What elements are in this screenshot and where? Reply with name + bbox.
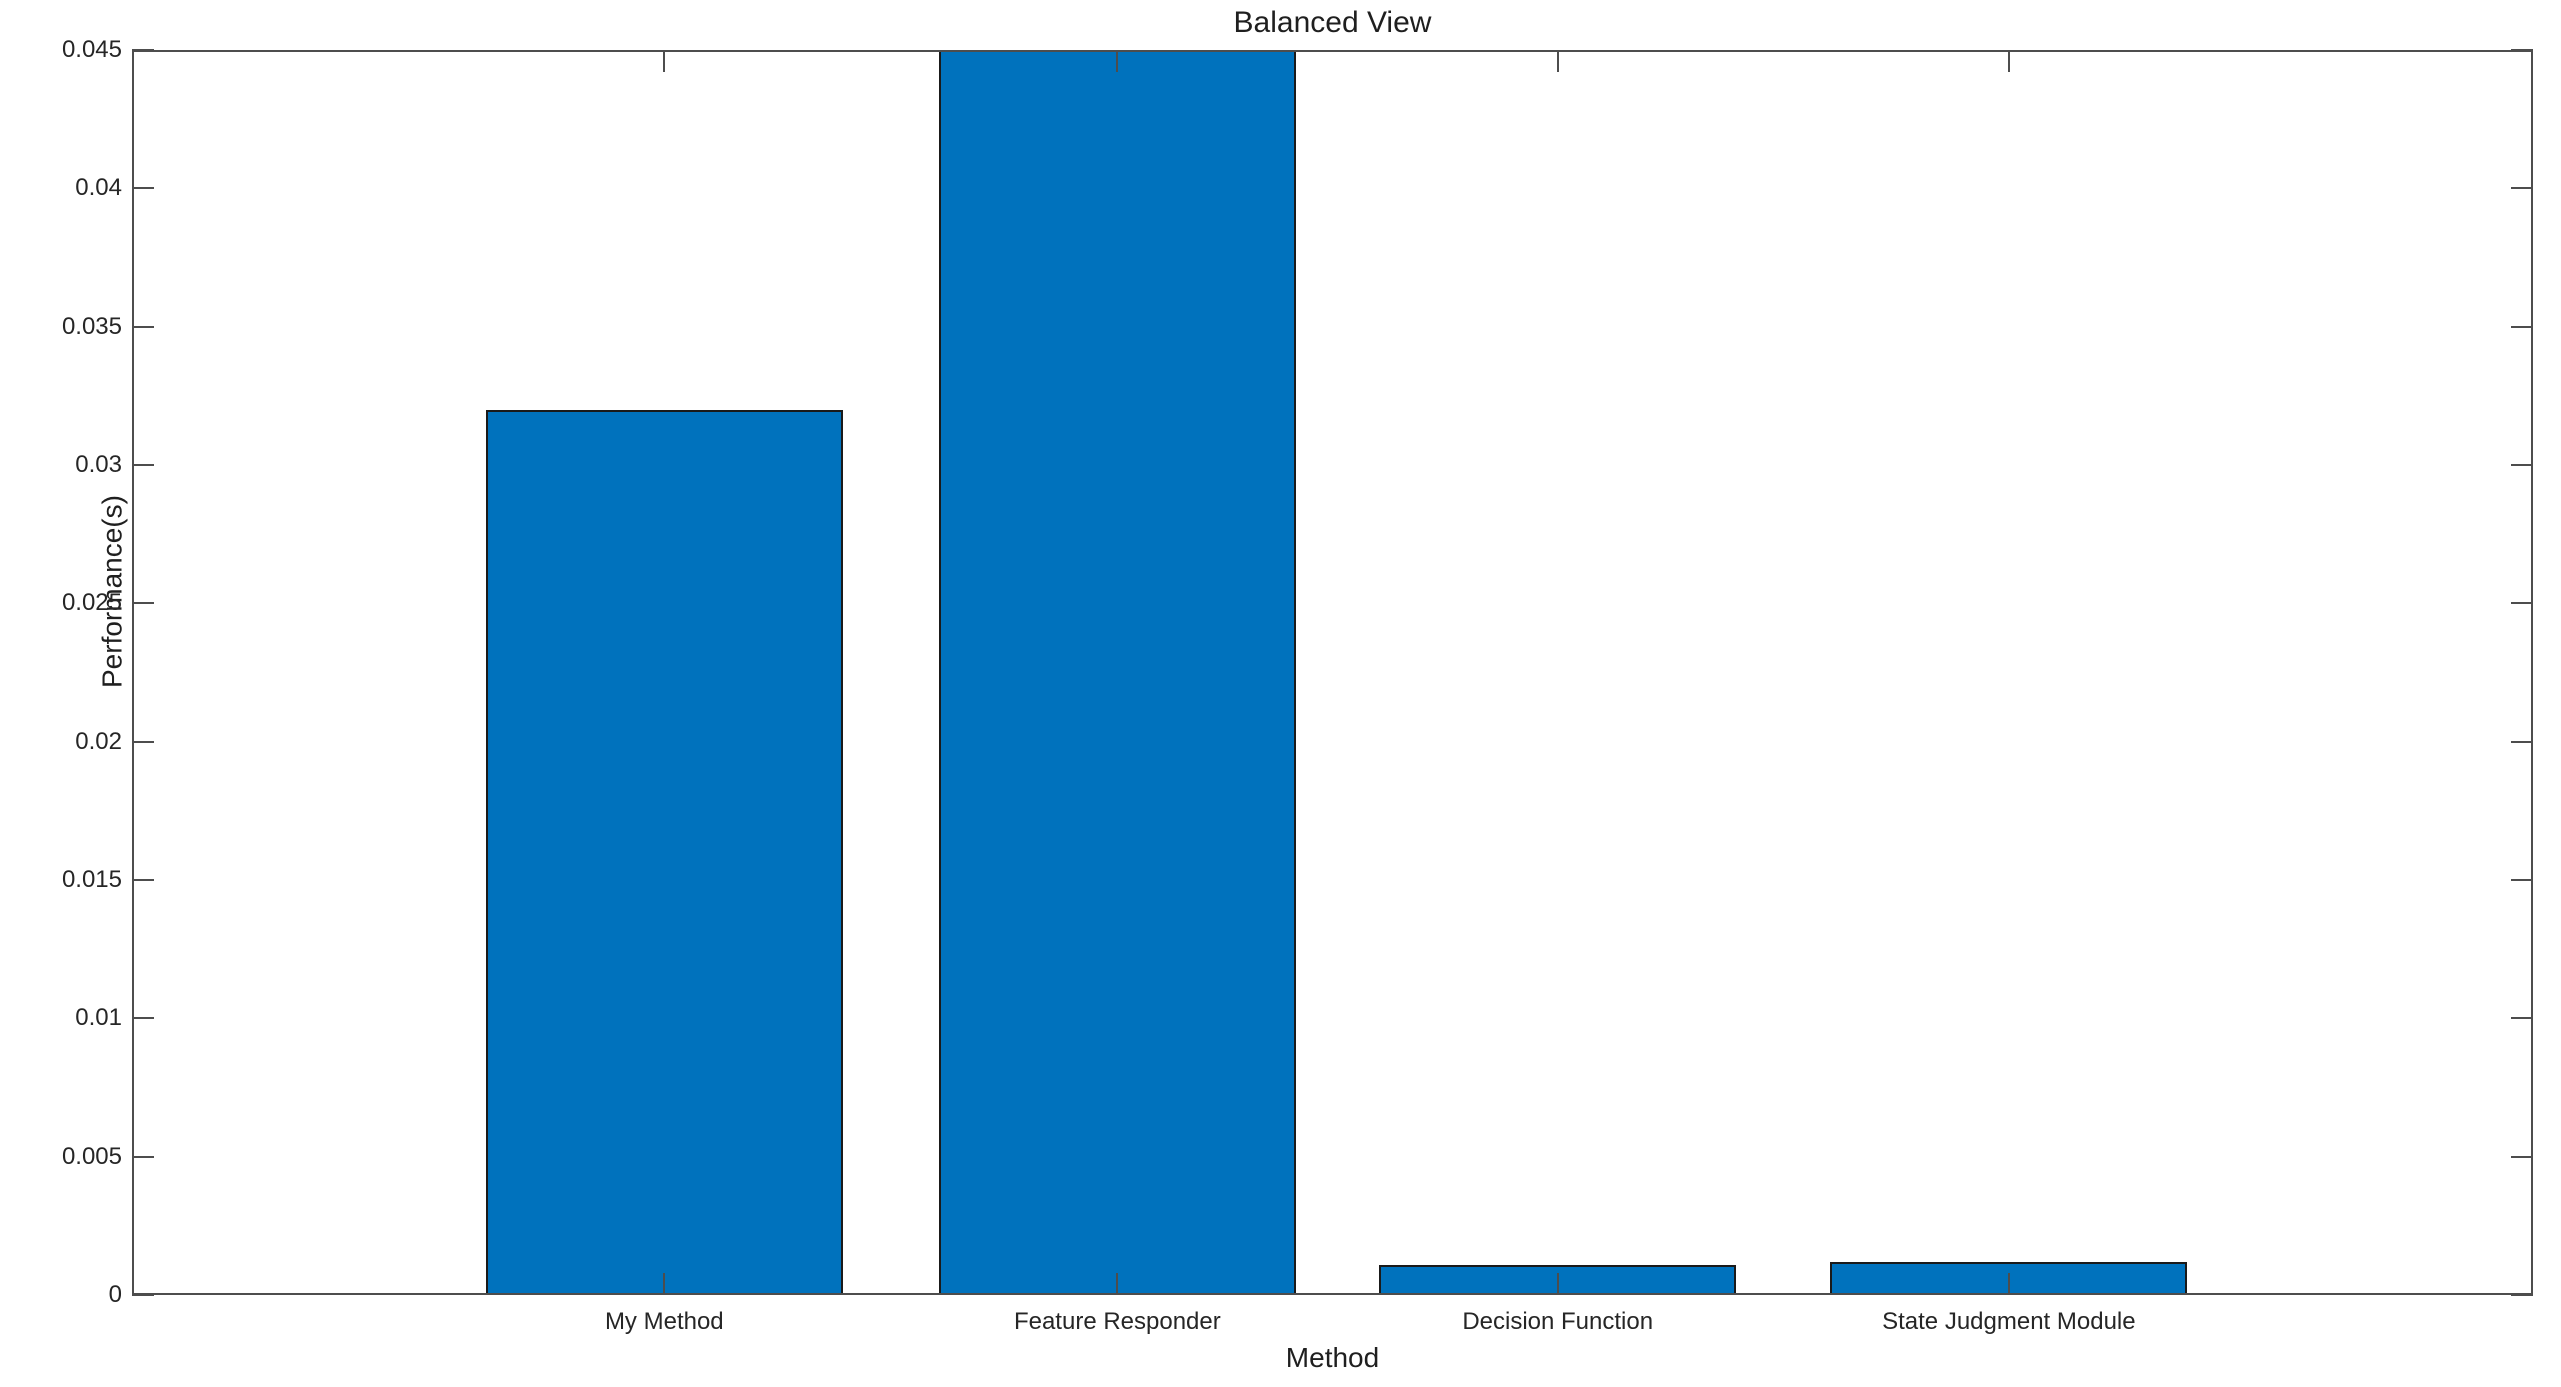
bar-feature-responder: [938, 50, 1296, 1295]
y-tick-label: 0.005: [61, 1142, 122, 1170]
chart-title: Balanced View: [1233, 6, 1432, 39]
y-tick-mark: [2511, 740, 2533, 743]
x-axis-label: Method: [1285, 1342, 1380, 1373]
y-tick-label: 0.01: [75, 1004, 122, 1032]
y-tick-mark: [2511, 879, 2533, 881]
y-tick-mark: [2511, 1155, 2533, 1158]
y-tick-mark: [132, 1017, 154, 1020]
x-tick-mark: [663, 50, 666, 72]
bar-my-method: [485, 409, 843, 1295]
y-tick-label: 0: [108, 1281, 122, 1308]
y-tick-label: 0.045: [61, 36, 122, 63]
plot-area: [132, 49, 2533, 1296]
x-tick-mark: [1116, 50, 1119, 72]
y-tick-label: 0.015: [61, 866, 122, 893]
x-tick-mark: [2007, 1273, 2010, 1295]
y-tick-mark: [2511, 464, 2533, 466]
x-tick-mark: [663, 1273, 666, 1295]
y-tick-mark: [2511, 1017, 2533, 1020]
y-tick-label: 0.04: [75, 174, 122, 202]
y-tick-mark: [2511, 1294, 2533, 1296]
x-tick-label: State Judgment Module: [1882, 1308, 2136, 1335]
x-tick-mark: [1556, 50, 1559, 72]
y-tick-mark: [132, 325, 154, 328]
y-tick-mark: [2511, 325, 2533, 328]
x-tick-label: Decision Function: [1462, 1308, 1654, 1335]
x-tick-mark: [2007, 50, 2010, 72]
y-tick-mark: [2511, 602, 2533, 605]
x-tick-label: Feature Responder: [1013, 1308, 1221, 1335]
y-tick-label: 0.025: [61, 589, 122, 617]
y-tick-label: 0.02: [75, 727, 122, 755]
x-tick-label: My Method: [604, 1308, 724, 1335]
y-tick-mark: [132, 49, 154, 51]
y-tick-mark: [132, 187, 154, 190]
y-tick-mark: [2511, 187, 2533, 190]
y-tick-label: 0.035: [61, 312, 122, 340]
x-tick-mark: [1116, 1273, 1119, 1295]
y-tick-mark: [132, 740, 154, 743]
y-tick-mark: [132, 1294, 154, 1296]
y-tick-mark: [2511, 49, 2533, 51]
y-tick-label: 0.03: [75, 451, 122, 478]
y-tick-mark: [132, 602, 154, 605]
y-tick-mark: [132, 464, 154, 466]
x-tick-mark: [1556, 1273, 1559, 1295]
y-tick-mark: [132, 879, 154, 881]
y-tick-mark: [132, 1155, 154, 1158]
